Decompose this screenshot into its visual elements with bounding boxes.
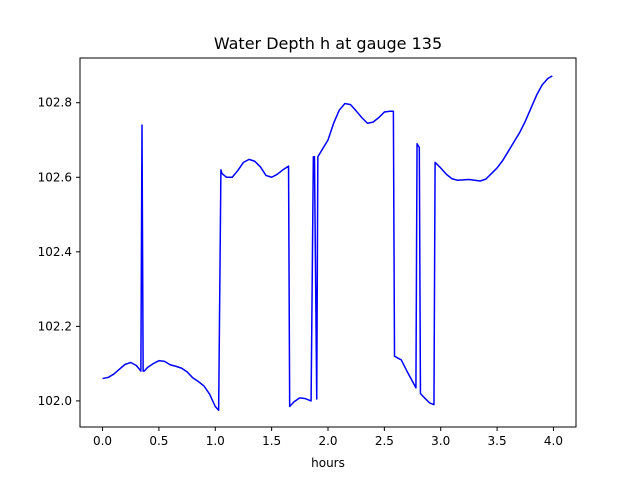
x-axis: 0.0 0.5 1.0 1.5 2.0 2.5 3.0 3.5 4.0 — [93, 427, 563, 448]
y-tick-label: 102.8 — [38, 96, 72, 110]
x-tick-label: 0.5 — [149, 434, 168, 448]
y-tick-label: 102.2 — [38, 319, 72, 333]
x-tick-label: 2.0 — [318, 434, 337, 448]
x-tick-label: 2.5 — [375, 434, 394, 448]
y-tick-label: 102.0 — [38, 394, 72, 408]
y-axis: 102.0 102.2 102.4 102.6 102.8 — [38, 96, 80, 408]
x-tick-label: 1.0 — [206, 434, 225, 448]
x-tick-label: 0.0 — [93, 434, 112, 448]
plot-area — [102, 75, 553, 411]
x-tick-label: 3.0 — [431, 434, 450, 448]
x-axis-label: hours — [311, 456, 345, 470]
y-tick-label: 102.4 — [38, 245, 72, 259]
x-tick-label: 4.0 — [544, 434, 563, 448]
plot-frame — [79, 57, 577, 428]
y-tick-label: 102.6 — [38, 170, 72, 184]
series-line — [102, 75, 553, 411]
x-tick-label: 3.5 — [488, 434, 507, 448]
x-tick-label: 1.5 — [262, 434, 281, 448]
chart-title: Water Depth h at gauge 135 — [214, 34, 442, 53]
